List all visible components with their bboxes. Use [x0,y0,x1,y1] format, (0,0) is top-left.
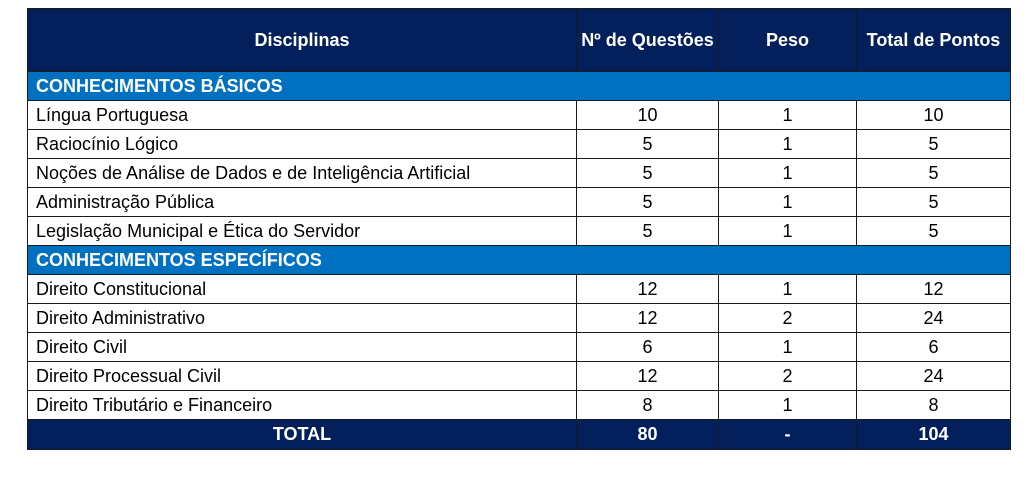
pontos-cell: 10 [856,100,1011,130]
questoes-cell: 8 [576,390,719,420]
total-questoes: 80 [576,419,719,450]
disciplina-cell: Direito Civil [27,332,577,362]
peso-cell: 1 [718,332,857,362]
table-row: Direito Constitucional 12 1 12 [27,274,1011,304]
disciplina-cell: Direito Processual Civil [27,361,577,391]
peso-cell: 1 [718,390,857,420]
total-pontos: 104 [856,419,1011,450]
disciplina-cell: Legislação Municipal e Ética do Servidor [27,216,577,246]
header-disciplinas: Disciplinas [27,8,577,72]
table-row: Direito Civil 6 1 6 [27,332,1011,362]
questoes-cell: 5 [576,216,719,246]
peso-cell: 1 [718,274,857,304]
disciplina-cell: Noções de Análise de Dados e de Inteligê… [27,158,577,188]
header-peso: Peso [718,8,857,72]
questoes-cell: 6 [576,332,719,362]
pontos-cell: 12 [856,274,1011,304]
table-row: Língua Portuguesa 10 1 10 [27,100,1011,130]
disciplina-cell: Língua Portuguesa [27,100,577,130]
disciplina-cell: Raciocínio Lógico [27,129,577,159]
section-row-basicos: CONHECIMENTOS BÁSICOS [27,71,1011,101]
pontos-cell: 5 [856,158,1011,188]
pontos-cell: 24 [856,361,1011,391]
header-num-questoes: Nº de Questões [576,8,719,72]
disciplina-cell: Administração Pública [27,187,577,217]
section-title: CONHECIMENTOS BÁSICOS [27,71,1011,101]
questoes-cell: 12 [576,361,719,391]
questoes-cell: 5 [576,187,719,217]
questoes-cell: 5 [576,129,719,159]
pontos-cell: 24 [856,303,1011,333]
table-row: Direito Tributário e Financeiro 8 1 8 [27,390,1011,420]
peso-cell: 1 [718,129,857,159]
questoes-cell: 10 [576,100,719,130]
total-row: TOTAL 80 - 104 [27,419,1011,450]
header-total-pontos: Total de Pontos [856,8,1011,72]
disciplina-cell: Direito Administrativo [27,303,577,333]
total-peso: - [718,419,857,450]
disciplina-cell: Direito Tributário e Financeiro [27,390,577,420]
table-row: Direito Processual Civil 12 2 24 [27,361,1011,391]
table-row: Noções de Análise de Dados e de Inteligê… [27,158,1011,188]
table-row: Administração Pública 5 1 5 [27,187,1011,217]
table-header-row: Disciplinas Nº de Questões Peso Total de… [27,8,1011,72]
table-row: Raciocínio Lógico 5 1 5 [27,129,1011,159]
questoes-cell: 12 [576,303,719,333]
disciplina-cell: Direito Constitucional [27,274,577,304]
pontos-cell: 8 [856,390,1011,420]
peso-cell: 1 [718,216,857,246]
peso-cell: 1 [718,100,857,130]
questoes-cell: 5 [576,158,719,188]
pontos-cell: 6 [856,332,1011,362]
section-row-especificos: CONHECIMENTOS ESPECÍFICOS [27,245,1011,275]
questoes-cell: 12 [576,274,719,304]
pontos-cell: 5 [856,216,1011,246]
peso-cell: 1 [718,158,857,188]
peso-cell: 2 [718,361,857,391]
pontos-cell: 5 [856,187,1011,217]
total-label: TOTAL [27,419,577,450]
table-row: Legislação Municipal e Ética do Servidor… [27,216,1011,246]
peso-cell: 2 [718,303,857,333]
section-title: CONHECIMENTOS ESPECÍFICOS [27,245,1011,275]
peso-cell: 1 [718,187,857,217]
pontos-cell: 5 [856,129,1011,159]
table-row: Direito Administrativo 12 2 24 [27,303,1011,333]
exam-subjects-table: Disciplinas Nº de Questões Peso Total de… [27,8,1011,450]
